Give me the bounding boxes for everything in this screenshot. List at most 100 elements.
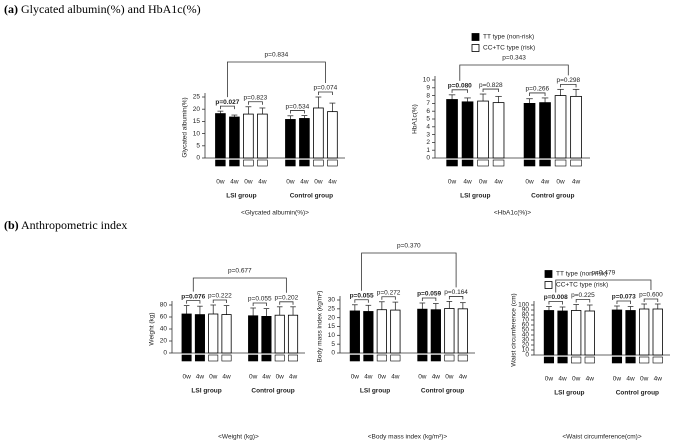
significance-bracket <box>560 83 577 88</box>
y-tick-label: 10 <box>328 332 336 339</box>
y-tick-label: 15 <box>193 118 201 125</box>
legend-swatch <box>471 44 480 52</box>
legend-swatch <box>471 33 480 41</box>
x-tick-label: 4w <box>463 179 472 186</box>
genotype-marker <box>477 159 489 167</box>
y-tick-label: 30 <box>328 297 336 304</box>
group-label: Control group <box>531 193 574 200</box>
x-tick-label: 4w <box>364 374 373 381</box>
bar <box>208 313 219 354</box>
y-axis-label: Body mass index (kg/m²) <box>317 291 324 363</box>
y-tick-label: 3 <box>426 131 430 138</box>
x-tick-label: 0w <box>182 374 191 381</box>
genotype-marker <box>639 356 650 364</box>
p-value: p=0.823 <box>244 94 268 101</box>
genotype-marker <box>611 356 623 364</box>
genotype-marker <box>243 159 254 167</box>
genotype-marker <box>652 356 663 364</box>
y-tick-label: 5 <box>331 341 335 348</box>
significance-bracket <box>227 61 326 98</box>
p-value: p=0.008 <box>544 294 568 301</box>
y-tick-label: 80 <box>522 312 530 319</box>
p-value: p=0.222 <box>208 293 232 300</box>
x-tick-label: 4w <box>300 179 309 186</box>
genotype-marker <box>274 354 285 362</box>
significance-bracket <box>643 298 659 302</box>
significance-bracket <box>186 300 201 304</box>
y-tick-label: 20 <box>328 314 336 321</box>
significance-bracket <box>220 105 235 110</box>
y-tick-label: 90 <box>522 307 530 314</box>
p-value: p=0.834 <box>265 52 289 59</box>
x-tick-label: 0w <box>209 374 218 381</box>
genotype-marker <box>461 159 474 167</box>
panel-title: Glycated albumin(%) and HbA1c(%) <box>21 2 201 16</box>
bar <box>285 119 296 159</box>
legend-swatch <box>544 270 553 278</box>
legend-label: CC+TC type (risk) <box>556 282 608 289</box>
bar <box>257 113 268 159</box>
chart-caption: <Weight (kg)> <box>218 434 259 441</box>
p-value: p=0.534 <box>286 103 310 110</box>
x-tick-label: 4w <box>258 179 267 186</box>
chart-caption: <Waist circumference(cm)> <box>562 434 641 441</box>
bar <box>477 100 489 159</box>
bar <box>625 310 636 356</box>
x-tick-label: 4w <box>391 374 400 381</box>
group-label: LSI group <box>554 390 584 397</box>
bar <box>229 116 240 159</box>
y-axis-label: HbA1c(%) <box>412 104 419 134</box>
significance-bracket <box>212 299 227 303</box>
p-value: p=0.298 <box>556 77 580 84</box>
x-tick-label: 0w <box>378 374 387 381</box>
bar <box>349 310 360 354</box>
y-tick-label: 0 <box>525 352 529 359</box>
bar <box>221 314 232 354</box>
x-tick-label: 0w <box>286 179 295 186</box>
significance-bracket <box>381 296 396 300</box>
y-tick-label: 0 <box>196 155 200 162</box>
y-tick-label: 20 <box>160 338 168 345</box>
panel-title: Anthropometric index <box>21 218 127 232</box>
bar <box>543 310 555 356</box>
x-tick-label: 0w <box>276 374 285 381</box>
significance-bracket <box>354 299 369 303</box>
significance-bracket <box>482 88 499 93</box>
p-value: p=0.080 <box>448 83 472 90</box>
p-value: p=0.272 <box>377 289 401 296</box>
group-label: Control group <box>290 193 333 200</box>
chart-caption: <HbA1c(%)> <box>494 210 531 217</box>
significance-bracket <box>290 110 305 114</box>
genotype-marker <box>229 159 240 167</box>
x-tick-label: 4w <box>558 376 567 383</box>
x-tick-label: 0w <box>448 179 457 186</box>
significance-bracket <box>448 296 464 300</box>
bar <box>194 314 205 354</box>
p-value: p=0.055 <box>248 296 272 303</box>
x-tick-label: 0w <box>216 179 225 186</box>
significance-bracket <box>451 89 468 93</box>
p-value: p=0.828 <box>479 82 503 89</box>
legend-label: TT type (non-risk) <box>483 34 534 41</box>
p-value: p=0.343 <box>502 55 526 62</box>
p-value: p=0.225 <box>571 292 595 299</box>
bar <box>390 309 401 354</box>
p-value: p=0.059 <box>417 291 441 298</box>
x-tick-label: 0w <box>556 179 565 186</box>
x-tick-label: 0w <box>314 179 323 186</box>
x-tick-label: 0w <box>613 376 622 383</box>
y-tick-label: 0 <box>426 155 430 162</box>
x-tick-label: 0w <box>525 179 534 186</box>
p-value: p=0.600 <box>639 292 663 299</box>
p-value: p=0.266 <box>525 86 549 93</box>
x-tick-label: 4w <box>572 179 581 186</box>
bar <box>274 314 285 354</box>
bar <box>376 309 387 354</box>
y-tick-label: 20 <box>522 342 530 349</box>
y-tick-label: 7 <box>426 100 430 107</box>
genotype-marker <box>430 354 441 362</box>
bar <box>299 118 310 159</box>
bar <box>557 310 568 356</box>
bar <box>571 310 582 356</box>
genotype-marker <box>539 159 551 167</box>
